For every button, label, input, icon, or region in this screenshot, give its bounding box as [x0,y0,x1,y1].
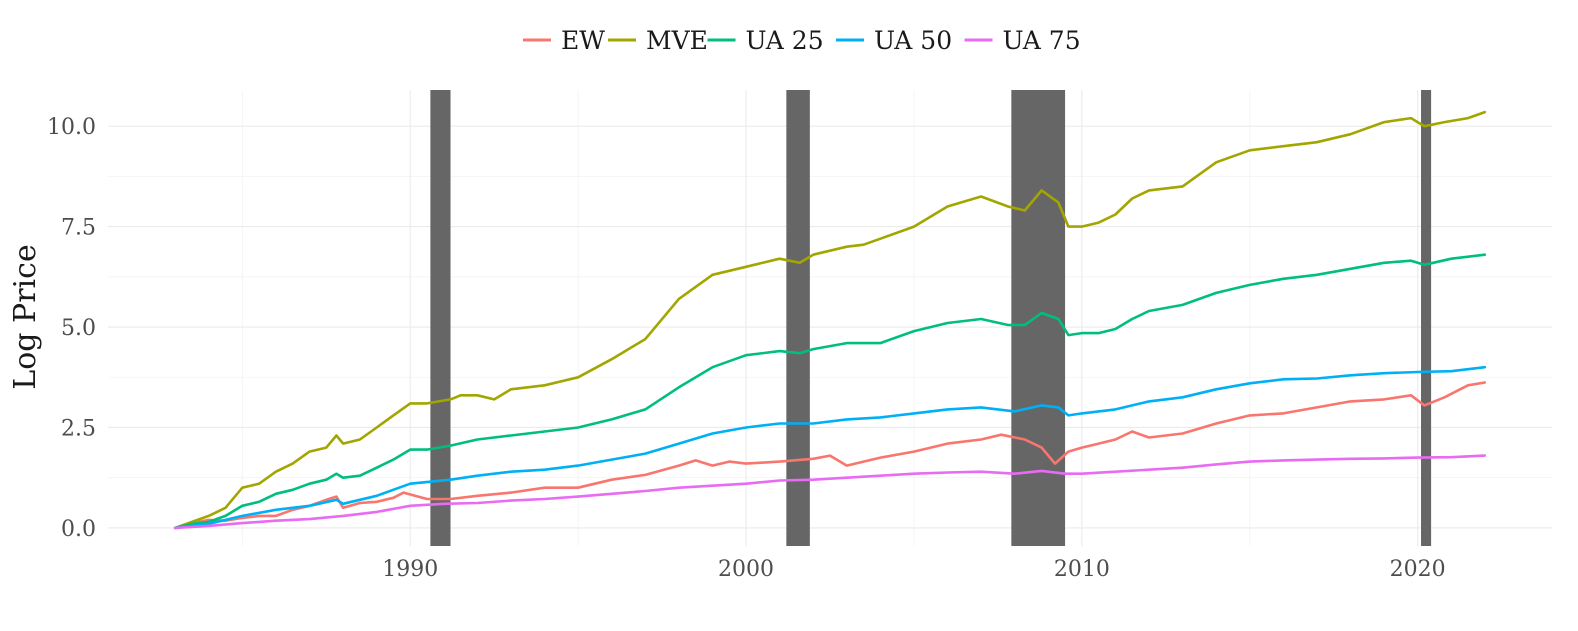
recession-band [1421,90,1432,546]
series-line-ua-75 [173,454,1487,530]
series-line-ua-50 [173,365,1487,530]
y-tick-label: 2.5 [61,416,96,441]
legend-label: UA 25 [746,26,824,55]
y-tick-label: 10.0 [47,115,96,140]
legend-label: EW [561,26,605,55]
x-tick-label: 2020 [1390,557,1446,582]
legend-item: EW [523,26,605,55]
x-tick-label: 1990 [382,557,438,582]
recession-band [786,90,810,546]
recession-band [430,90,451,546]
major-gridlines [108,90,1552,546]
series-lines [173,110,1487,530]
legend-item: UA 75 [964,26,1081,55]
legend: EW MVE UA 25 UA 50 UA 75 [523,26,1081,55]
legend-label: MVE [646,26,708,55]
y-axis-ticks: 0.0 2.5 5.0 7.5 10.0 [47,115,96,542]
y-tick-label: 0.0 [61,517,96,542]
y-tick-label: 5.0 [61,316,96,341]
x-axis-ticks: 1990 2000 2010 2020 [382,557,1445,582]
legend-item: UA 50 [836,26,952,55]
series-line-ua-25 [173,253,1487,530]
y-axis-title: Log Price [8,244,43,389]
legend-label: UA 75 [1003,26,1081,55]
x-tick-label: 2000 [718,557,774,582]
x-tick-label: 2010 [1054,557,1110,582]
y-tick-label: 7.5 [61,216,96,241]
recession-bands [430,90,1432,546]
series-line-mve [173,110,1487,530]
legend-label: UA 50 [874,26,952,55]
legend-item: UA 25 [707,26,824,55]
series-line-ew [173,381,1487,530]
legend-item: MVE [608,26,708,55]
